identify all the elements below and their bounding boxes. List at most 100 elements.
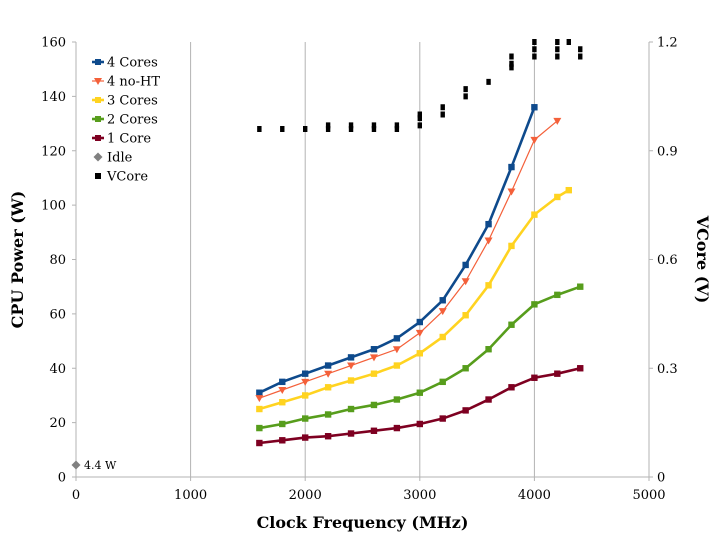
data-point bbox=[463, 93, 468, 100]
legend-label: 1 Core bbox=[107, 132, 151, 147]
legend-item: 3 Cores bbox=[92, 94, 158, 109]
data-point bbox=[509, 60, 514, 67]
data-point bbox=[417, 122, 422, 129]
data-point bbox=[325, 126, 331, 132]
data-point bbox=[509, 53, 514, 60]
data-point bbox=[324, 370, 333, 378]
legend-item: 2 Cores bbox=[92, 113, 158, 128]
data-point bbox=[554, 370, 561, 377]
legend-label: 3 Cores bbox=[107, 94, 158, 109]
data-point bbox=[392, 346, 401, 354]
data-point bbox=[324, 362, 332, 369]
data-point bbox=[532, 53, 537, 60]
data-point bbox=[507, 188, 516, 196]
data-point bbox=[486, 78, 491, 85]
data-point bbox=[485, 396, 492, 403]
y2-axis-title: VCore (V) bbox=[693, 215, 712, 304]
data-point bbox=[577, 283, 584, 290]
legend-marker bbox=[95, 135, 101, 141]
y2-tick-label: 0.3 bbox=[657, 362, 678, 377]
data-point bbox=[256, 439, 263, 447]
data-point bbox=[417, 111, 422, 118]
series-line bbox=[259, 120, 558, 399]
data-point bbox=[348, 122, 354, 129]
y2-tick-label: 0 bbox=[657, 471, 665, 486]
data-point bbox=[256, 405, 263, 413]
data-point bbox=[256, 389, 263, 396]
data-point bbox=[394, 126, 400, 132]
data-point bbox=[532, 39, 537, 45]
data-point bbox=[416, 420, 423, 428]
y2-tick-label: 1.2 bbox=[657, 36, 678, 51]
data-point bbox=[508, 163, 515, 171]
data-point bbox=[279, 399, 286, 406]
x-tick-label: 3000 bbox=[403, 488, 436, 503]
data-point bbox=[279, 437, 286, 444]
legend-marker bbox=[95, 116, 101, 122]
data-point bbox=[393, 396, 401, 403]
y-tick-label: 20 bbox=[49, 416, 66, 431]
y-tick-label: 0 bbox=[58, 471, 66, 486]
data-point bbox=[257, 126, 262, 132]
data-point bbox=[566, 39, 571, 45]
data-point bbox=[417, 115, 422, 122]
data-point bbox=[279, 420, 286, 428]
data-point bbox=[302, 392, 309, 399]
data-point bbox=[256, 424, 263, 432]
legend-item: 4 Cores bbox=[92, 56, 158, 71]
data-point bbox=[439, 378, 446, 386]
legend-label: Idle bbox=[107, 151, 133, 166]
data-point bbox=[555, 53, 560, 60]
data-point bbox=[531, 301, 538, 308]
data-point bbox=[370, 401, 378, 409]
data-point bbox=[554, 193, 561, 201]
data-point bbox=[462, 312, 469, 319]
data-point bbox=[439, 333, 446, 341]
legend-marker bbox=[94, 78, 102, 85]
data-point bbox=[302, 415, 309, 422]
y-tick-label: 80 bbox=[49, 253, 66, 268]
data-point bbox=[280, 126, 285, 132]
x-tick-label: 0 bbox=[72, 488, 80, 503]
data-point bbox=[301, 378, 310, 386]
y-tick-label: 40 bbox=[49, 362, 66, 377]
data-point bbox=[371, 126, 377, 132]
legend-item: 1 Core bbox=[92, 132, 151, 147]
series-4-no-ht bbox=[255, 117, 562, 403]
legend-item: VCore bbox=[95, 170, 148, 185]
data-point bbox=[302, 434, 309, 441]
data-point bbox=[509, 64, 514, 71]
legend-marker bbox=[95, 59, 101, 65]
series-idle bbox=[71, 460, 81, 470]
y2-tick-label: 0.6 bbox=[657, 253, 678, 268]
data-point bbox=[439, 415, 446, 422]
x-axis-title: Clock Frequency (MHz) bbox=[257, 513, 469, 532]
data-point bbox=[531, 104, 538, 111]
series-4-cores bbox=[256, 104, 538, 396]
data-point bbox=[416, 318, 423, 326]
data-point bbox=[553, 117, 562, 125]
data-point bbox=[531, 211, 538, 218]
data-point bbox=[485, 282, 492, 289]
legend-marker bbox=[93, 152, 103, 162]
data-point bbox=[324, 433, 332, 440]
data-point bbox=[462, 407, 469, 414]
data-point bbox=[324, 384, 332, 391]
legend-marker bbox=[95, 97, 101, 103]
data-point bbox=[440, 111, 445, 118]
data-point bbox=[303, 126, 308, 132]
data-point bbox=[348, 126, 354, 132]
data-point bbox=[347, 362, 356, 370]
data-point bbox=[439, 297, 446, 304]
data-point bbox=[485, 346, 492, 353]
data-point bbox=[416, 350, 423, 357]
data-point bbox=[555, 46, 560, 53]
data-point bbox=[532, 46, 537, 53]
data-point bbox=[347, 405, 355, 413]
legend-marker bbox=[95, 173, 101, 179]
legend-item: Idle bbox=[93, 151, 133, 166]
data-point bbox=[554, 291, 561, 299]
data-point bbox=[71, 460, 81, 470]
